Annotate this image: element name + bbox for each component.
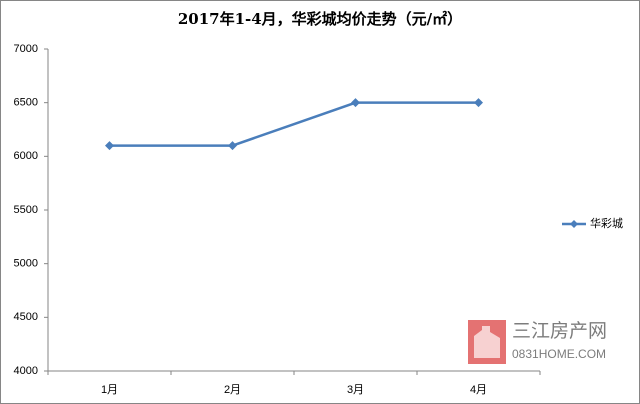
y-tick-label: 6000 bbox=[14, 150, 38, 162]
x-tick-label: 2月 bbox=[224, 384, 241, 396]
marker bbox=[228, 141, 237, 151]
x-tick-label: 4月 bbox=[470, 384, 487, 396]
x-tick-label: 3月 bbox=[347, 384, 364, 396]
y-tick-label: 5500 bbox=[14, 204, 38, 216]
watermark: 三江房产网 0831HOME.COM bbox=[468, 320, 607, 364]
chart-title: 2017年1-4月，华彩城均价走势（元/㎡） bbox=[178, 10, 462, 28]
x-tick-label: 1月 bbox=[101, 384, 118, 396]
marker bbox=[105, 141, 114, 151]
y-tick-label: 4500 bbox=[14, 311, 38, 323]
watermark-title: 三江房产网 bbox=[512, 320, 607, 342]
marker bbox=[351, 98, 360, 108]
y-tick-label: 5000 bbox=[14, 258, 38, 270]
y-tick-label: 7000 bbox=[14, 43, 38, 55]
marker bbox=[474, 98, 483, 108]
watermark-url: 0831HOME.COM bbox=[512, 347, 606, 361]
line bbox=[109, 101, 479, 147]
legend-marker bbox=[570, 220, 578, 228]
legend-label: 华彩城 bbox=[590, 216, 623, 230]
y-tick-label: 6500 bbox=[14, 97, 38, 109]
watermark-icon bbox=[474, 326, 500, 358]
y-tick-label: 4000 bbox=[14, 365, 38, 377]
